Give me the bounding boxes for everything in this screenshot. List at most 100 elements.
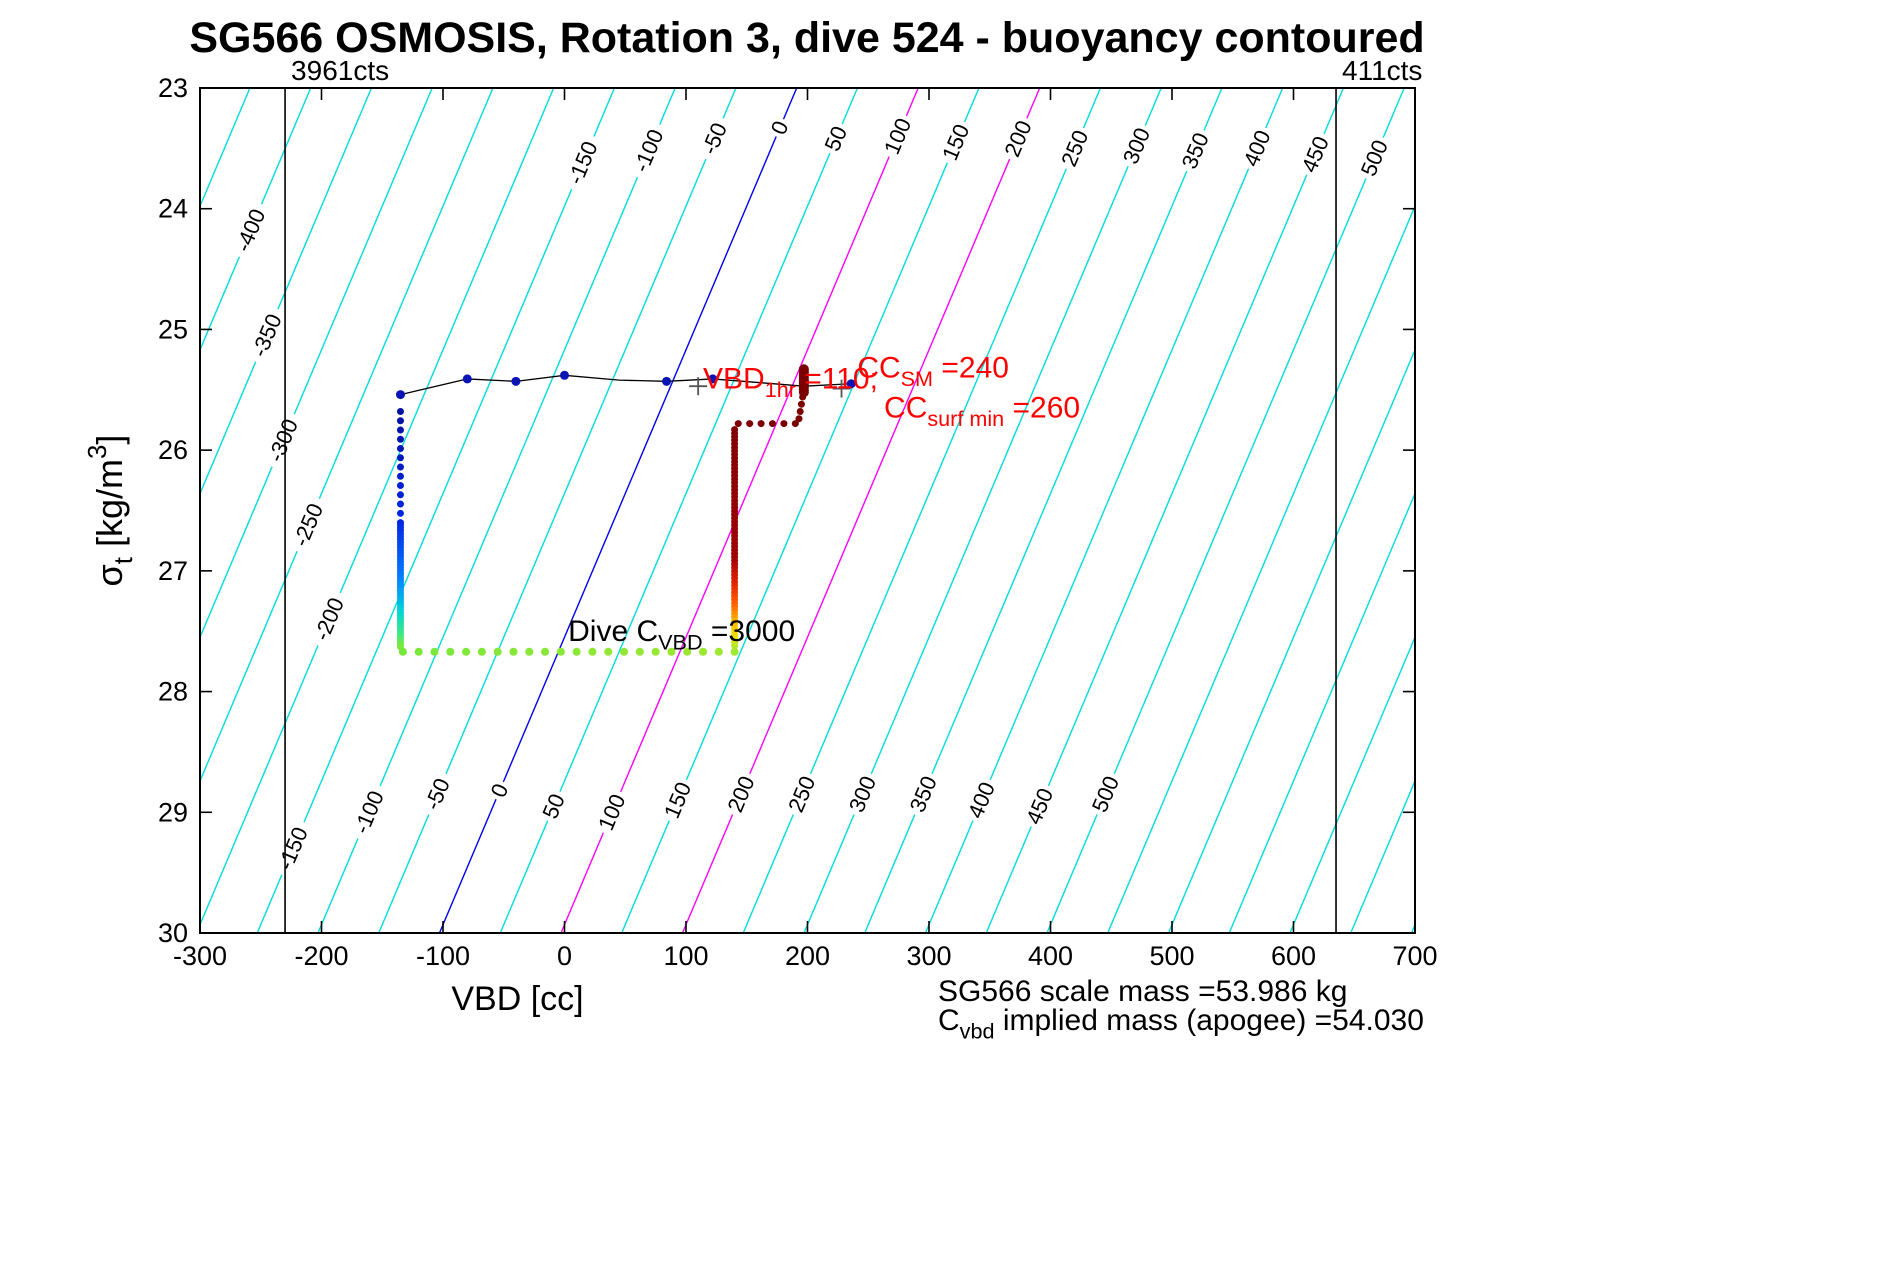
- svg-text:-200: -200: [309, 594, 349, 644]
- segment-bottom-drift: [398, 647, 739, 656]
- annotation-scale-mass: SG566 scale mass =53.986 kg: [938, 975, 1347, 1008]
- contour-label: 450: [1018, 780, 1060, 832]
- y-tick-label: 25: [158, 314, 188, 344]
- svg-text:-300: -300: [263, 415, 303, 465]
- contour-label: -200: [305, 587, 352, 650]
- contour-label: -50: [693, 112, 734, 164]
- contour-label: 200: [719, 768, 761, 820]
- svg-text:-150: -150: [562, 138, 602, 188]
- segment-descent-lower: [396, 521, 404, 651]
- x-tick-label: 700: [1392, 941, 1437, 971]
- x-tick-label: 200: [785, 941, 830, 971]
- x-tick-label: -200: [294, 941, 348, 971]
- contour-line-700: [1289, 635, 1415, 933]
- contour-line--200: [200, 88, 555, 927]
- contour-label: 200: [997, 112, 1038, 164]
- contour-label: 0: [763, 113, 795, 142]
- contour-label: 100: [876, 110, 918, 162]
- svg-text:-250: -250: [288, 500, 328, 550]
- cts-label: 3961cts: [291, 55, 389, 86]
- annotation-vbd-1hr: VBD1hr =110;: [703, 363, 878, 402]
- contour-label: 400: [960, 774, 1001, 826]
- contour-line-800: [1410, 922, 1415, 933]
- contour-line-600: [1167, 348, 1415, 933]
- x-tick-label: 300: [906, 941, 951, 971]
- segment-final-bar: [798, 364, 809, 398]
- x-tick-label: 0: [557, 941, 572, 971]
- x-axis-label: VBD [cc]: [451, 980, 583, 1018]
- glider-trajectory: [395, 364, 856, 656]
- y-tick-label: 27: [158, 556, 188, 586]
- plus-marker: [689, 377, 708, 396]
- y-tick-label: 28: [158, 677, 188, 707]
- cts-lines: 3961cts 411cts: [284, 55, 1422, 933]
- x-tick-label: -300: [173, 941, 227, 971]
- x-tick-label: 600: [1271, 941, 1316, 971]
- x-tick-label: 500: [1149, 941, 1194, 971]
- contour-label: 450: [1294, 128, 1335, 180]
- contour-label: -150: [559, 131, 605, 194]
- contour-label: -350: [243, 303, 289, 367]
- contour-label: 0: [483, 776, 515, 804]
- contour-label: 250: [1053, 122, 1095, 174]
- annotation-dive-cvbd: Dive CVBD =3000: [568, 615, 795, 654]
- svg-text:-400: -400: [230, 205, 270, 255]
- contour-label: 500: [1353, 132, 1394, 183]
- contour-label: -300: [259, 408, 306, 472]
- contour-label: -50: [416, 768, 457, 820]
- axis-labels: VBD [cc] σt [kg/m3]: [84, 435, 584, 1018]
- contour-label: 250: [780, 768, 822, 820]
- contour-line--150: [256, 88, 616, 933]
- x-tick-label: -100: [416, 941, 470, 971]
- contour-label: 50: [535, 786, 571, 826]
- annotation-cc-surf-min: CCsurf min =260: [884, 392, 1080, 431]
- y-tick-label: 23: [158, 73, 188, 103]
- surface-drift-line: [400, 374, 852, 396]
- svg-text:-150: -150: [273, 823, 313, 873]
- y-tick-label: 30: [158, 918, 188, 948]
- y-tick-label: 24: [158, 194, 188, 224]
- axes: -300 -200 -100 0 100 200 300 400 500 600 700232425…: [158, 73, 1438, 971]
- contour-label: -100: [624, 119, 671, 182]
- svg-text:-350: -350: [247, 310, 287, 360]
- svg-text:-100: -100: [628, 126, 668, 176]
- contour-label: 350: [1174, 125, 1215, 176]
- contour-label: 300: [1115, 120, 1157, 171]
- annotation-implied-mass: Cvbd implied mass (apogee) =54.030: [938, 1004, 1424, 1043]
- y-axis-label: σt [kg/m3]: [84, 435, 138, 587]
- segment-surface-drift-red: [734, 420, 799, 428]
- segment-final-rise: [795, 393, 807, 423]
- contour-line--350: [200, 88, 373, 496]
- contour-line-550: [1107, 204, 1415, 933]
- chart-title: SG566 OSMOSIS, Rotation 3, dive 524 - bu…: [189, 14, 1425, 62]
- contour-label: -150: [269, 816, 315, 880]
- contour-label: 300: [841, 768, 883, 820]
- contour-label: 400: [1235, 122, 1277, 174]
- contour-line-650: [1228, 491, 1415, 933]
- cts-label: 411cts: [1342, 55, 1422, 86]
- contour-label: 500: [1084, 768, 1126, 820]
- annotation-cc-sm: CCSM =240: [857, 352, 1009, 391]
- contour-label: 100: [590, 786, 632, 838]
- contour-label: 350: [902, 768, 943, 820]
- contour-label: -400: [226, 198, 273, 262]
- x-tick-label: 400: [1028, 941, 1073, 971]
- contour-label: -100: [345, 780, 391, 844]
- svg-text:-100: -100: [349, 787, 389, 837]
- contour-label: 150: [934, 116, 976, 168]
- segment-descent-upper: [396, 408, 404, 527]
- contour-label: 150: [656, 774, 698, 826]
- contour-label: -250: [284, 493, 331, 556]
- segment-ascent: [731, 426, 739, 650]
- y-tick-label: 26: [158, 435, 188, 465]
- contour-line-750: [1350, 779, 1415, 933]
- plus-marker: [832, 379, 851, 398]
- contour-labels: -400 -350 -300 -250 -200 -150 -100 -50 0 50 100 150…: [226, 110, 1394, 880]
- segment-surface-dots: [395, 370, 856, 400]
- contour-line--300: [200, 88, 433, 640]
- y-tick-label: 29: [158, 797, 188, 827]
- contour-label: 50: [817, 118, 853, 158]
